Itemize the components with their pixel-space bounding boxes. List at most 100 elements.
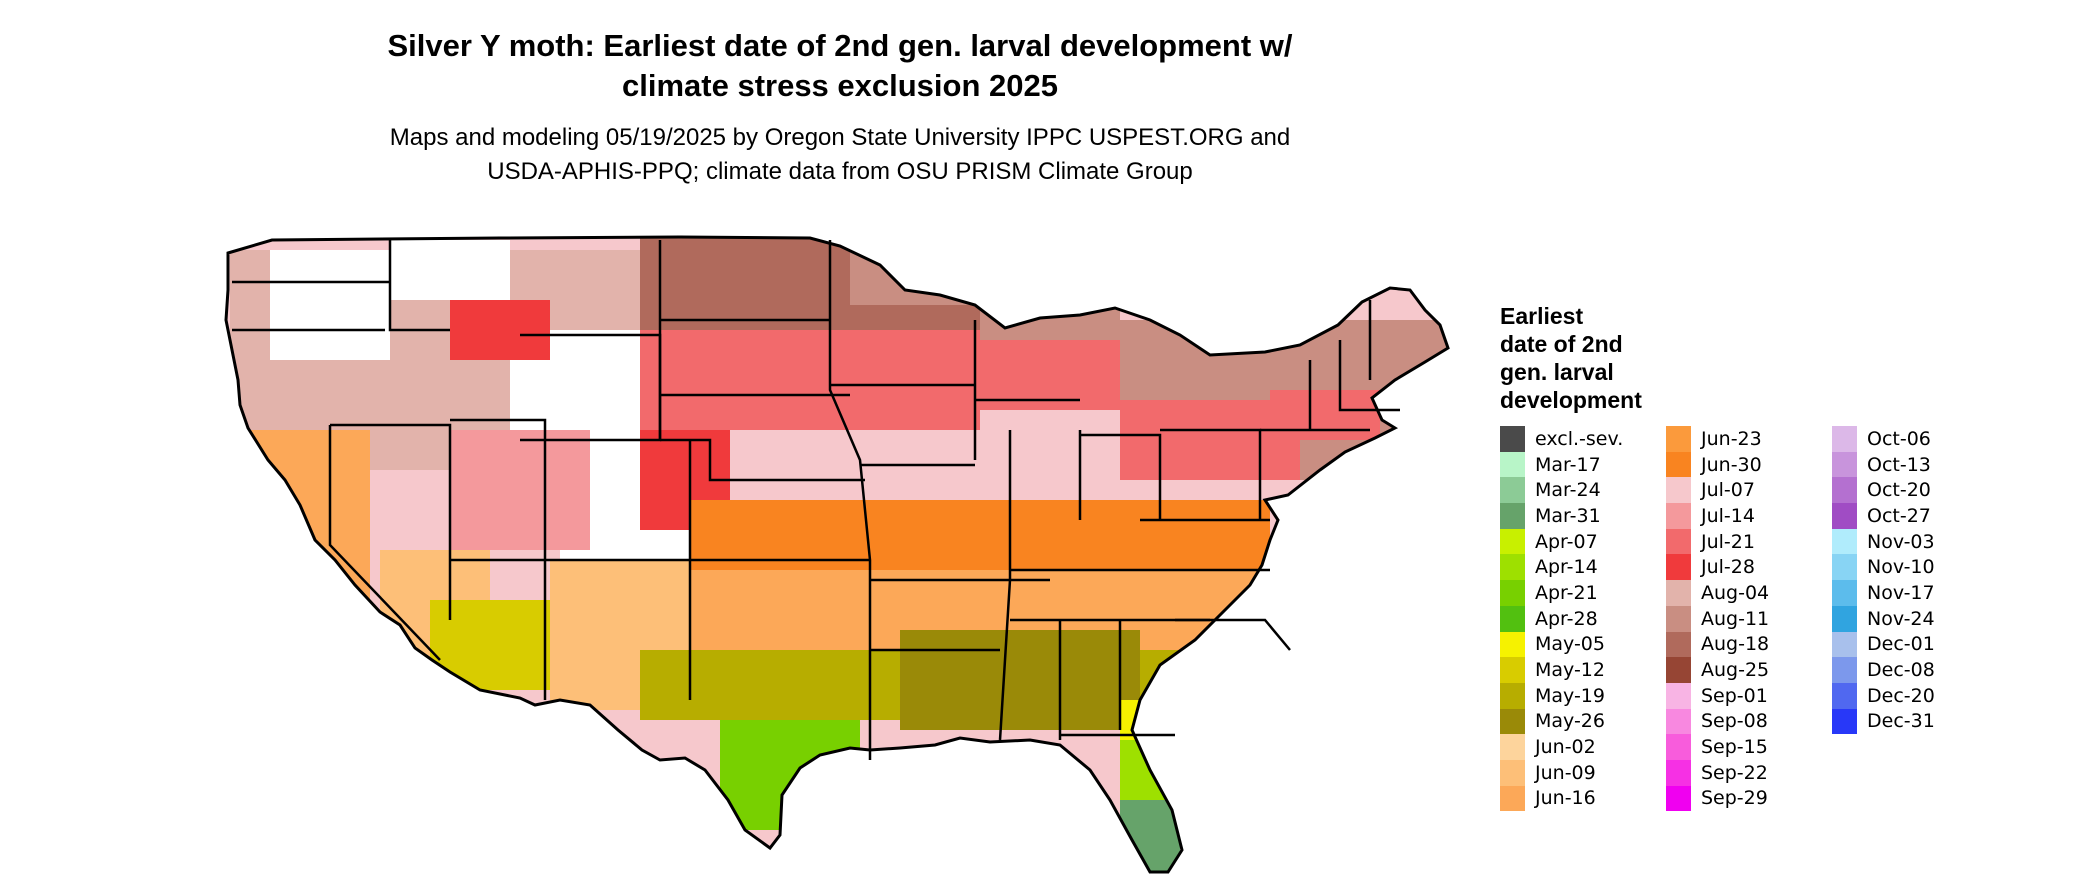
border-nv — [330, 423, 452, 620]
legend-item: Apr-07 — [1500, 528, 1650, 555]
legend-swatch — [1500, 657, 1525, 683]
legend-label: Mar-17 — [1535, 453, 1601, 476]
legend-swatch — [1666, 451, 1691, 478]
zone-plains-jul — [640, 330, 980, 430]
zone-idaho-unsuitable — [390, 240, 510, 300]
legend-item: excl.-sev. — [1500, 426, 1650, 452]
legend-item: Jun-23 — [1666, 426, 1816, 452]
legend-swatch — [1832, 426, 1857, 452]
legend-item: May-05 — [1500, 631, 1650, 658]
legend-swatch — [1666, 631, 1691, 658]
legend-item: Nov-10 — [1832, 554, 1982, 581]
legend-label: Dec-31 — [1867, 710, 1935, 733]
zone-arizona-may — [430, 600, 550, 690]
map-subtitle-line-2: USDA-APHIS-PPQ; climate data from OSU PR… — [487, 158, 1193, 185]
legend-item: Nov-17 — [1832, 580, 1982, 606]
legend-swatch — [1832, 605, 1857, 632]
legend-item: Aug-04 — [1666, 580, 1816, 606]
legend-item: Sep-29 — [1666, 785, 1816, 812]
legend-swatch — [1500, 477, 1525, 504]
legend-label: Jul-07 — [1701, 479, 1755, 502]
legend-swatch — [1832, 528, 1857, 555]
legend-item: Dec-08 — [1832, 657, 1982, 683]
legend-label: Nov-24 — [1867, 607, 1935, 630]
legend-label: Jun-09 — [1535, 761, 1596, 784]
legend-item: Nov-24 — [1832, 605, 1982, 632]
legend-item: Apr-14 — [1500, 554, 1650, 581]
map-subtitle-line-1: Maps and modeling 05/19/2025 by Oregon S… — [389, 124, 1291, 151]
zone-north-wi-aug — [980, 300, 1120, 340]
zone-idaho-jul — [450, 300, 550, 360]
legend-label: Dec-01 — [1867, 633, 1935, 656]
legend-title-line: gen. larval — [1500, 359, 1614, 385]
border-nc-sc — [1175, 618, 1291, 651]
zone-deepsouth-may — [900, 630, 1140, 730]
legend-swatch — [1666, 785, 1691, 812]
legend-item: Jul-07 — [1666, 477, 1816, 504]
zone-minnesota-jul — [980, 330, 1120, 410]
legend-swatch — [1832, 477, 1857, 504]
legend-swatch — [1832, 503, 1857, 529]
legend-label: Aug-25 — [1701, 659, 1770, 682]
legend-title: Earliest date of 2nd gen. larval develop… — [1500, 302, 1690, 414]
zone-florida-apr — [1120, 730, 1180, 800]
legend-label: Aug-18 — [1701, 633, 1770, 656]
legend-swatch — [1666, 580, 1691, 606]
zone-california-jun — [230, 430, 370, 730]
legend-label: Dec-08 — [1867, 659, 1935, 682]
legend-item: Apr-21 — [1500, 580, 1650, 606]
legend-swatch — [1666, 682, 1691, 709]
legend-swatch — [1832, 554, 1857, 581]
zone-nw-unsuitable — [270, 250, 390, 360]
legend-swatch — [1500, 554, 1525, 581]
legend-swatch — [1666, 759, 1691, 786]
legend-swatch — [1832, 682, 1857, 709]
legend-item: Aug-25 — [1666, 657, 1816, 683]
border-in-oh — [1080, 433, 1162, 520]
legend-label: Oct-06 — [1867, 427, 1931, 450]
legend-column: excl.-sev. Mar-17 Mar-24 Mar-31 Apr-07 Apr-14… — [1500, 426, 1650, 812]
legend-label: Mar-31 — [1535, 504, 1601, 527]
legend-item: Jun-02 — [1500, 734, 1650, 760]
legend-item: Oct-27 — [1832, 503, 1982, 529]
zone-dakotas-aug — [640, 237, 980, 330]
zone-nyc-jul — [1270, 390, 1380, 440]
map-title: Silver Y moth: Earliest date of 2nd gen.… — [250, 26, 1430, 106]
legend-item: May-26 — [1500, 708, 1650, 735]
legend-label: Aug-04 — [1701, 581, 1770, 604]
border-ne-ks — [660, 438, 865, 482]
legend-item: Jun-30 — [1666, 451, 1816, 478]
legend-item: Sep-01 — [1666, 682, 1816, 709]
legend-label: Jul-21 — [1701, 530, 1755, 553]
legend-label: Jul-28 — [1701, 556, 1755, 579]
legend-swatch — [1666, 503, 1691, 529]
legend-item: Sep-22 — [1666, 759, 1816, 786]
legend-title-line: development — [1500, 387, 1642, 413]
legend-item: May-19 — [1500, 682, 1650, 709]
legend-label: Nov-03 — [1867, 530, 1935, 553]
legend-label: Nov-10 — [1867, 556, 1935, 579]
state-borders — [232, 240, 1400, 760]
legend-item: Apr-28 — [1500, 605, 1650, 632]
legend-swatch — [1666, 657, 1691, 683]
legend-label: Nov-17 — [1867, 581, 1935, 604]
zone-utah-jul — [450, 430, 590, 550]
legend-item: Jul-14 — [1666, 503, 1816, 529]
legend-swatch — [1666, 708, 1691, 735]
legend-swatch — [1500, 451, 1525, 478]
legend-label: May-26 — [1535, 710, 1605, 733]
legend-swatch — [1500, 759, 1525, 786]
border-ca-nv — [328, 425, 441, 661]
legend-item: Sep-15 — [1666, 734, 1816, 760]
zone-upper-mn-aug — [850, 245, 1020, 305]
legend-label: Oct-27 — [1867, 504, 1931, 527]
legend-item: Nov-03 — [1832, 528, 1982, 555]
legend-item: Jul-28 — [1666, 554, 1816, 581]
map-title-line-2: climate stress exclusion 2025 — [622, 68, 1058, 103]
legend-item: Dec-31 — [1832, 708, 1982, 735]
legend-label: Oct-13 — [1867, 453, 1931, 476]
legend-swatch — [1832, 451, 1857, 478]
legend-label: Apr-14 — [1535, 556, 1598, 579]
legend-item: Dec-01 — [1832, 631, 1982, 658]
legend-label: Sep-22 — [1701, 761, 1768, 784]
